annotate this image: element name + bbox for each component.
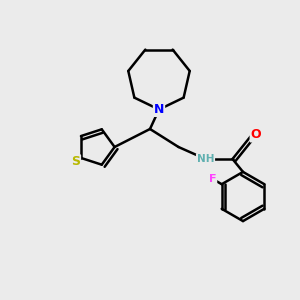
Text: S: S [71,155,80,168]
Text: NH: NH [197,154,214,164]
Text: N: N [154,103,164,116]
Text: F: F [209,174,216,184]
Text: O: O [250,128,261,142]
